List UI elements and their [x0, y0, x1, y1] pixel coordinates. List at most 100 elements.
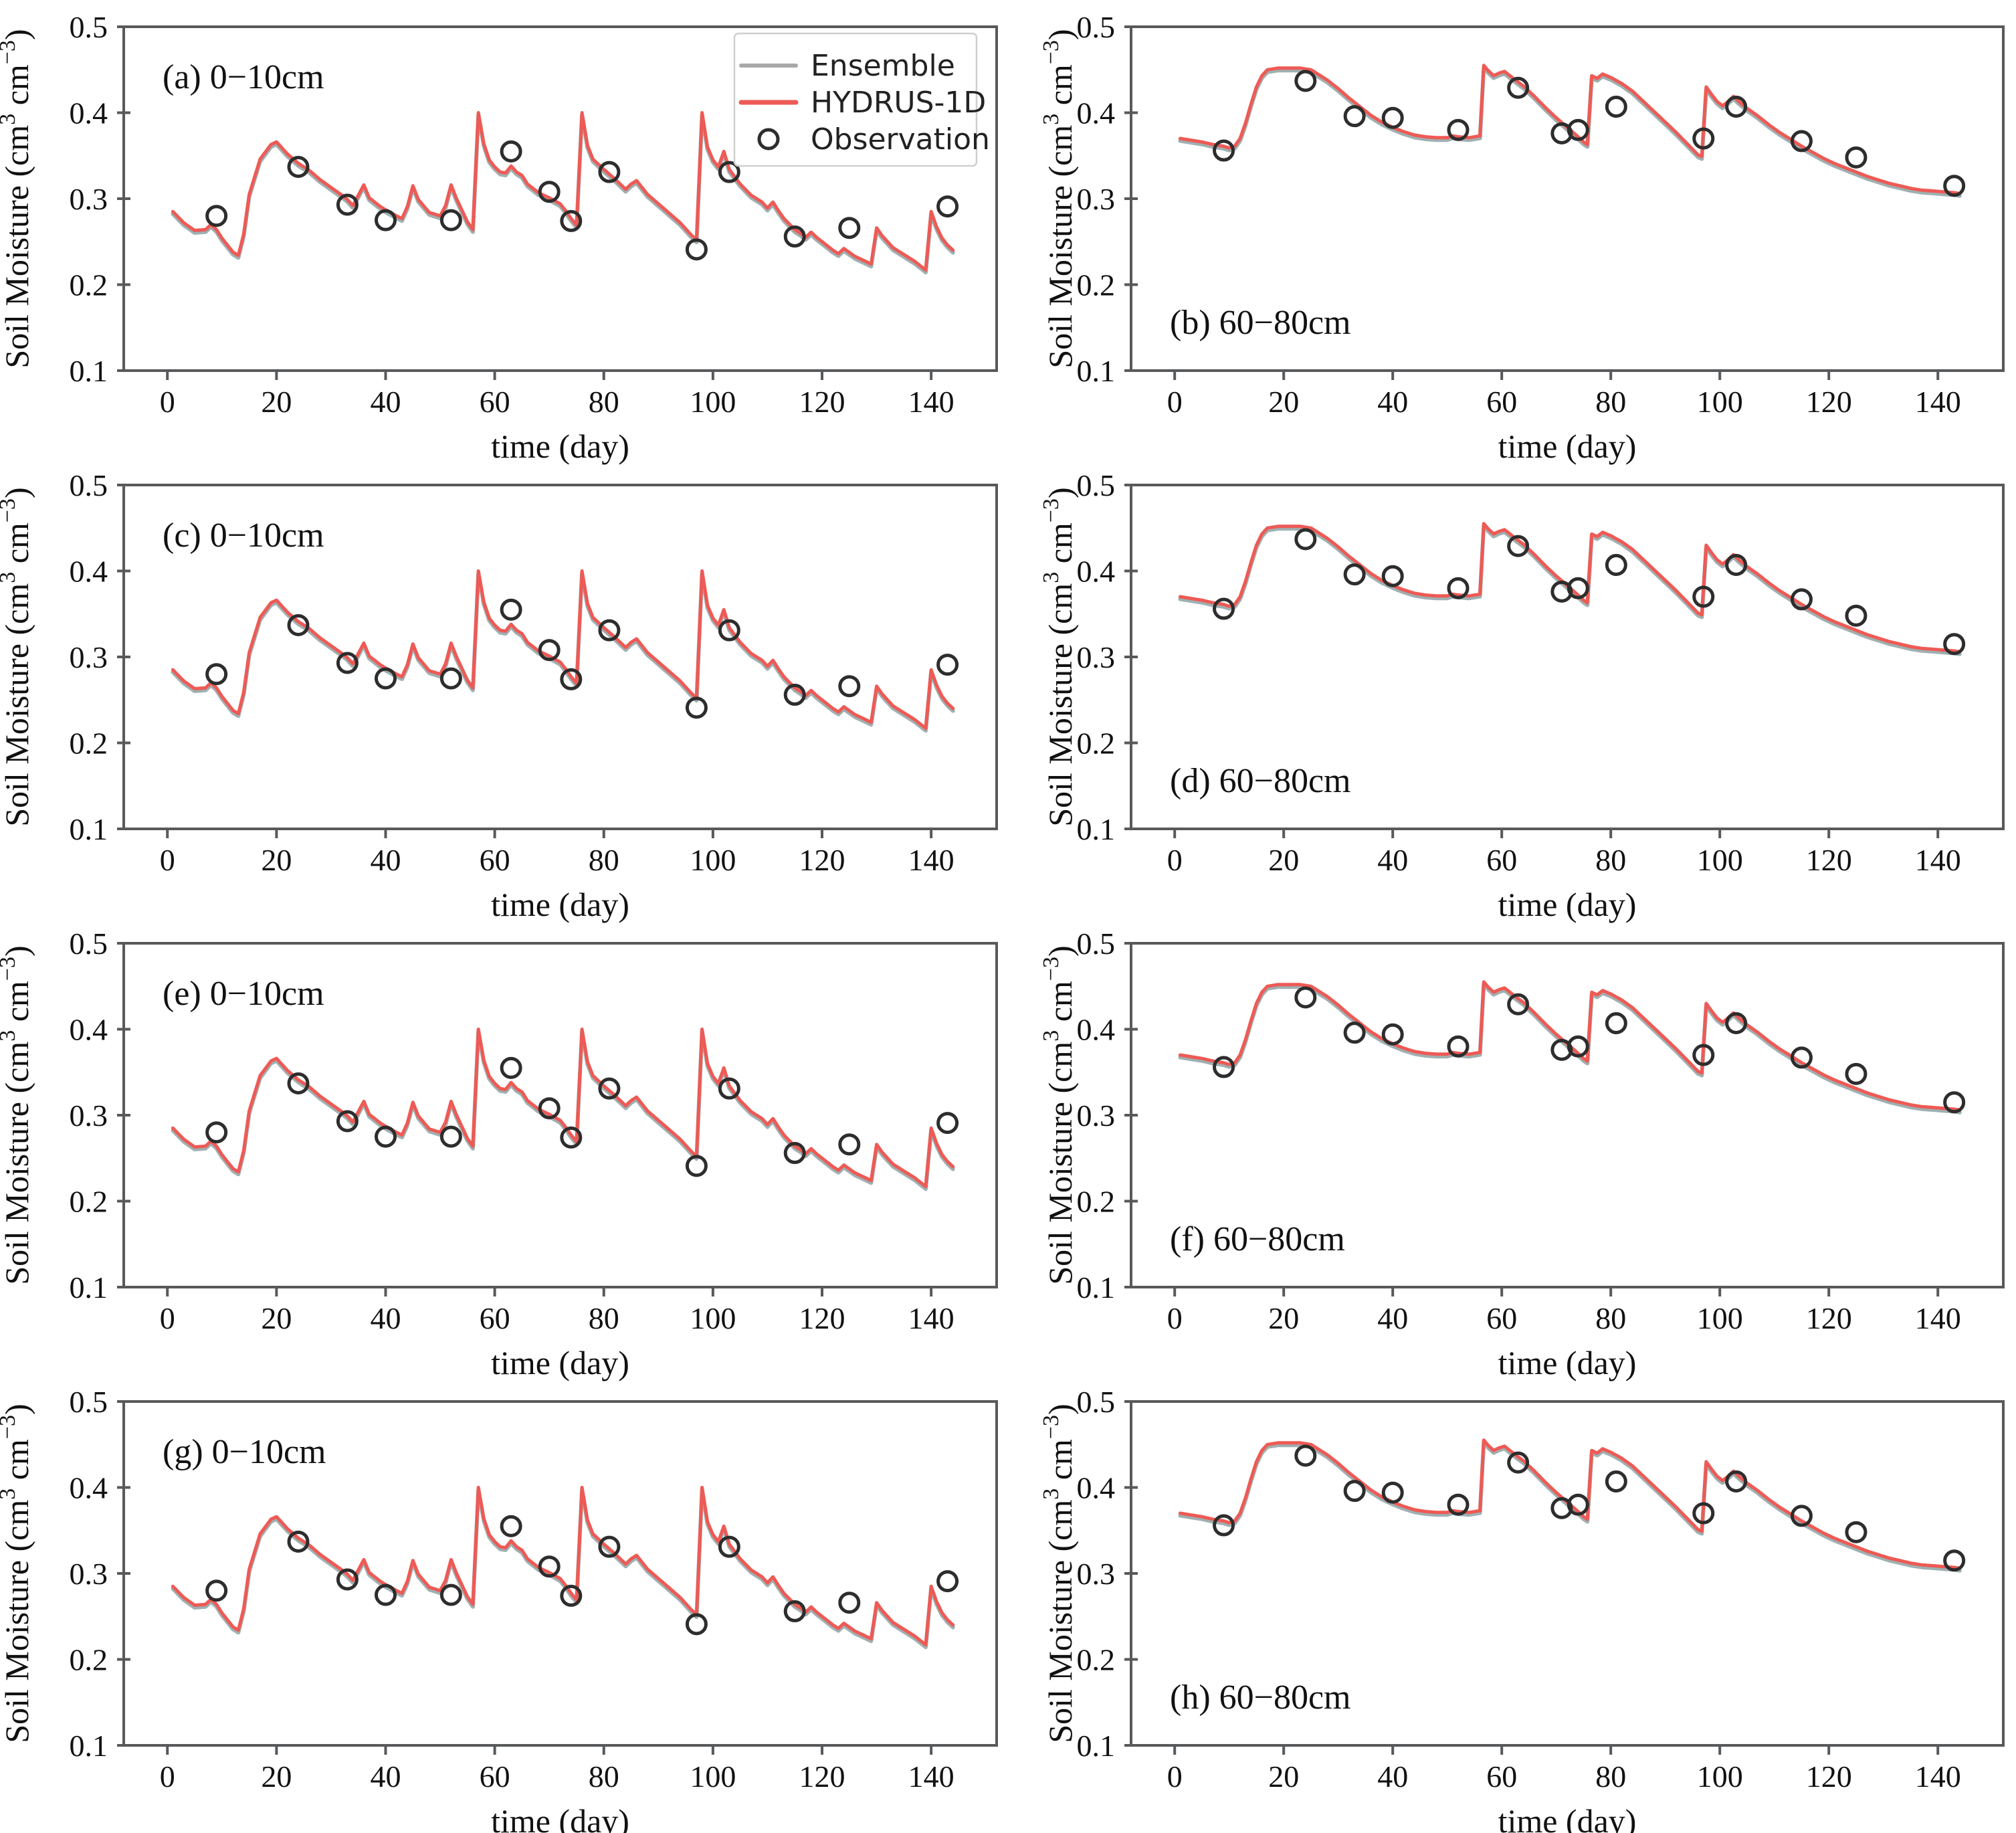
y-tick-label: 0.4	[1077, 555, 1116, 589]
panel-e-chart: 0 20 40 60 80 100 120 140 0.1 0.2 0.3 0.4 0.5 time (d…	[0, 927, 998, 1381]
observation-point	[936, 1112, 959, 1135]
y-tick-label: 0.3	[1077, 1557, 1116, 1591]
x-tick-label: 120	[799, 1759, 845, 1794]
y-axis-label: Soil Moisture (cm3 cm−3)	[0, 1404, 35, 1743]
x-tick-label: 140	[1915, 843, 1961, 877]
ensemble-line	[171, 1488, 955, 1650]
x-axis-label: time (day)	[491, 427, 629, 465]
x-tick-label: 0	[1167, 385, 1183, 419]
x-tick-label: 20	[1268, 1759, 1299, 1794]
y-tick-label: 0.3	[70, 182, 108, 216]
observation-point	[1605, 1470, 1627, 1493]
panel-a: 0 20 40 60 80 100 120 140 0.1 0.2 0.3 0.4 0.5 time (d…	[0, 0, 1050, 465]
observation-point	[1692, 1502, 1715, 1525]
y-tick-label: 0.1	[70, 1729, 108, 1763]
observation-point	[1567, 1035, 1589, 1058]
observation-point	[1943, 175, 1966, 197]
observation-point	[287, 1530, 310, 1553]
x-tick-label: 20	[1268, 1301, 1299, 1335]
y-tick-label: 0.5	[1077, 927, 1116, 961]
observation-point	[838, 217, 861, 239]
x-tick-label: 80	[589, 1759, 619, 1794]
observation-point	[1725, 554, 1748, 577]
y-axis-label: Soil Moisture (cm3 cm−3)	[0, 29, 35, 368]
panel-label: (h) 60−80cm	[1170, 1678, 1351, 1717]
observation-point	[375, 667, 397, 690]
observation-point	[1381, 106, 1404, 129]
x-tick-label: 40	[371, 1301, 401, 1335]
observation-point	[205, 1121, 228, 1144]
x-tick-label: 140	[1915, 385, 1961, 419]
observation-point	[783, 1600, 806, 1623]
axes	[1124, 942, 2005, 1296]
x-tick-label: 140	[908, 1759, 954, 1794]
y-tick-label: 0.5	[70, 468, 108, 502]
y-axis-label: Soil Moisture (cm3 cm−3)	[1039, 945, 1079, 1284]
observation-point	[205, 1579, 228, 1602]
x-tick-label: 60	[480, 1759, 510, 1794]
panel-d: 0 20 40 60 80 100 120 140 0.1 0.2 0.3 0.4 0.5 time (d…	[1039, 458, 2016, 923]
observation-point	[718, 161, 740, 183]
ensemble-line	[171, 1030, 955, 1191]
y-tick-label: 0.5	[70, 927, 108, 961]
observation-point	[1213, 139, 1235, 162]
observation-point	[1343, 105, 1366, 128]
observation-point	[1725, 1012, 1748, 1035]
observation-points	[1213, 986, 1966, 1114]
x-axis-label: time (day)	[1498, 1344, 1637, 1381]
y-tick-label: 0.3	[70, 1098, 108, 1133]
observation-point	[538, 1097, 561, 1120]
hydrus-1d-line	[171, 569, 955, 731]
x-axis-label: time (day)	[491, 1344, 629, 1381]
y-tick-label: 0.2	[70, 727, 108, 761]
observation-point	[1605, 554, 1627, 577]
x-tick-label: 20	[1268, 843, 1299, 877]
x-tick-label: 60	[1486, 1759, 1517, 1794]
tick-labels: 0 20 40 60 80 100 120 140 0.1 0.2 0.3 0.4 0.5	[70, 10, 954, 419]
observation-point	[538, 1555, 561, 1578]
x-tick-label: 100	[690, 1301, 736, 1335]
observation-point	[1294, 528, 1317, 551]
observation-point	[1447, 1493, 1470, 1516]
x-tick-label: 140	[908, 843, 954, 877]
x-tick-label: 140	[1915, 1301, 1961, 1335]
tick-labels: 0 20 40 60 80 100 120 140 0.1 0.2 0.3 0.4 0.5	[70, 468, 954, 877]
x-tick-label: 80	[589, 385, 619, 419]
y-tick-label: 0.1	[70, 1270, 108, 1305]
panel-g: 0 20 40 60 80 100 120 140 0.1 0.2 0.3 0.4 0.5 time (d…	[0, 1375, 1050, 1833]
observation-point	[1507, 993, 1530, 1016]
x-tick-label: 140	[1915, 1759, 1961, 1794]
observation-point	[838, 1591, 861, 1614]
observation-point	[336, 193, 359, 216]
observation-point	[1790, 1046, 1813, 1069]
panel-h: 0 20 40 60 80 100 120 140 0.1 0.2 0.3 0.4 0.5 time (d…	[1039, 1375, 2016, 1833]
x-tick-label: 100	[690, 1759, 736, 1794]
observation-point	[1381, 565, 1404, 587]
observation-point	[1790, 588, 1813, 611]
observation-point	[1845, 604, 1868, 627]
y-tick-label: 0.4	[70, 96, 108, 130]
observation-point	[1692, 127, 1715, 150]
observation-point	[1447, 1035, 1470, 1058]
x-tick-label: 40	[1377, 843, 1408, 877]
observation-point	[936, 654, 959, 676]
observation-point	[560, 209, 583, 232]
y-tick-label: 0.4	[70, 1013, 108, 1047]
axes	[117, 25, 998, 380]
x-tick-label: 140	[908, 1301, 954, 1335]
observation-point	[936, 195, 959, 218]
observation-point	[598, 619, 621, 642]
observation-points	[205, 598, 959, 719]
observation-point	[838, 1133, 861, 1156]
y-tick-label: 0.1	[70, 354, 108, 388]
observation-point	[1213, 597, 1235, 620]
x-tick-label: 100	[1697, 1759, 1743, 1794]
y-tick-label: 0.2	[1077, 1643, 1116, 1677]
panel-c: 0 20 40 60 80 100 120 140 0.1 0.2 0.3 0.4 0.5 time (d…	[0, 458, 1050, 923]
observation-point	[336, 652, 359, 674]
y-tick-label: 0.4	[1077, 1013, 1116, 1047]
observation-point	[1381, 1023, 1404, 1046]
observation-point	[598, 1077, 621, 1100]
observation-point	[685, 696, 708, 719]
